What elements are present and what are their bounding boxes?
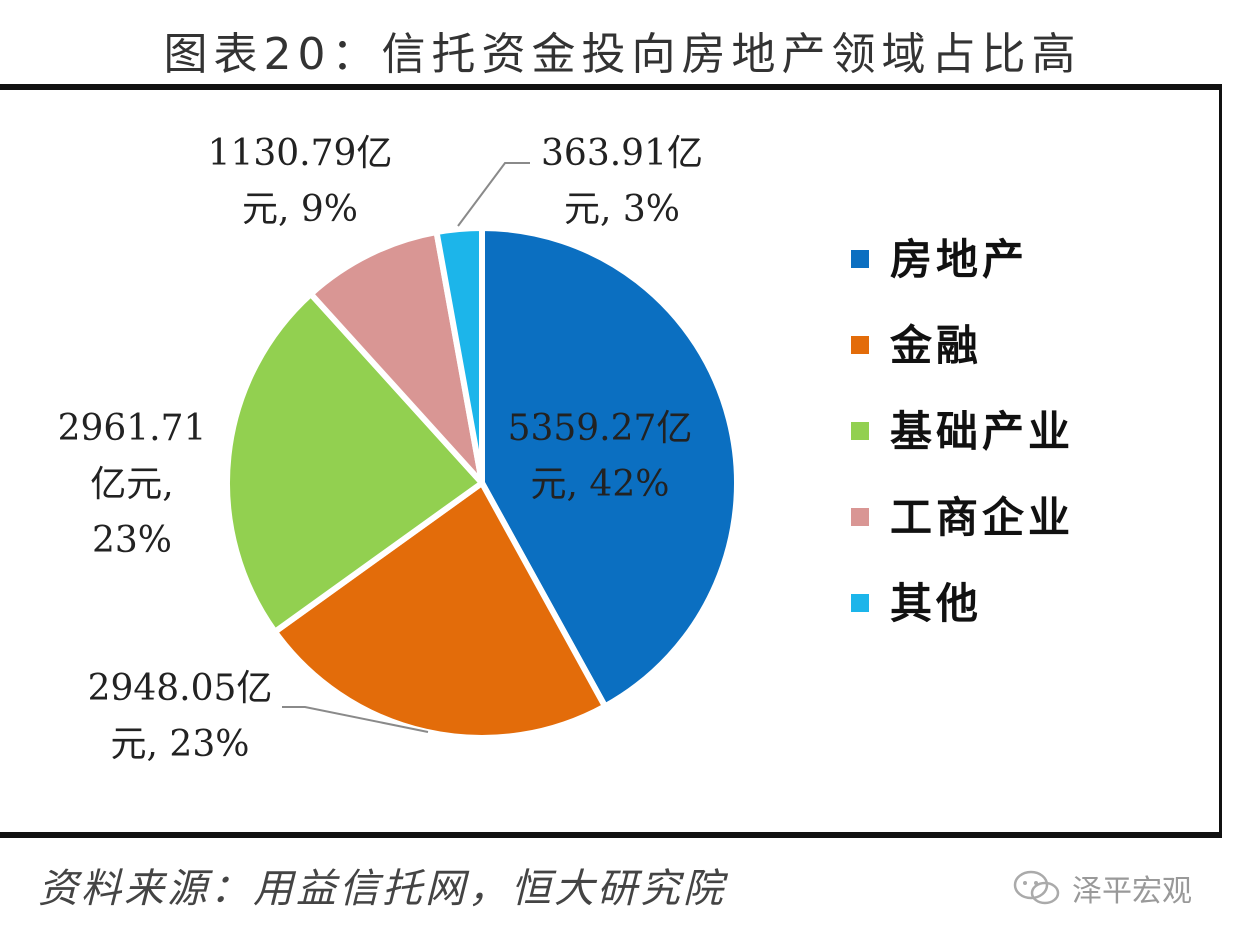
data-label-3: 2961.71 亿元, 23%	[58, 408, 207, 561]
right-border	[1219, 84, 1222, 838]
data-label-4: 1130.79亿元, 9%	[208, 133, 393, 230]
legend-swatch-1	[851, 250, 869, 268]
leader-line-5	[457, 162, 530, 227]
data-label-5: 363.91亿元, 3%	[541, 133, 703, 230]
legend-label-1: 房地产	[890, 235, 1028, 284]
legend-label-4: 工商企业	[890, 493, 1074, 542]
pie-slice-4	[307, 229, 485, 486]
legend-swatch-5	[851, 594, 869, 612]
legend-swatch-4	[851, 508, 869, 526]
chart-title: 图表20：信托资金投向房地产领域占比高	[163, 29, 1082, 80]
pie-slice-3	[224, 290, 485, 635]
data-labels: 5359.27亿元, 42% 2948.05亿元, 23% 2961.71 亿元, 23…	[58, 133, 703, 765]
legend-label-3: 基础产业	[890, 407, 1074, 456]
legend-swatch-3	[851, 422, 869, 440]
data-label-2: 2948.05亿元, 23%	[88, 668, 273, 765]
watermark: 泽平宏观	[1012, 866, 1192, 910]
bottom-rule	[0, 832, 1222, 838]
wechat-icon	[1013, 870, 1060, 905]
top-rule	[0, 84, 1222, 90]
pie-slice-1	[479, 225, 740, 710]
leader-line-2	[282, 706, 429, 733]
pie-chart: 5359.27亿元, 42% 2948.05亿元, 23% 2961.71 亿元, 23…	[58, 133, 1074, 765]
data-label-1: 5359.27亿元, 42%	[508, 408, 693, 505]
legend-label-5: 其他	[890, 579, 982, 628]
leader-lines	[282, 162, 530, 733]
legend-label-2: 金融	[889, 321, 982, 370]
pie-slice-5	[433, 225, 485, 486]
pie-slices	[224, 225, 740, 741]
watermark-text: 泽平宏观	[1072, 874, 1192, 909]
source-note: 资料来源：用益信托网，恒大研究院	[38, 866, 726, 912]
legend-swatch-2	[851, 336, 869, 354]
